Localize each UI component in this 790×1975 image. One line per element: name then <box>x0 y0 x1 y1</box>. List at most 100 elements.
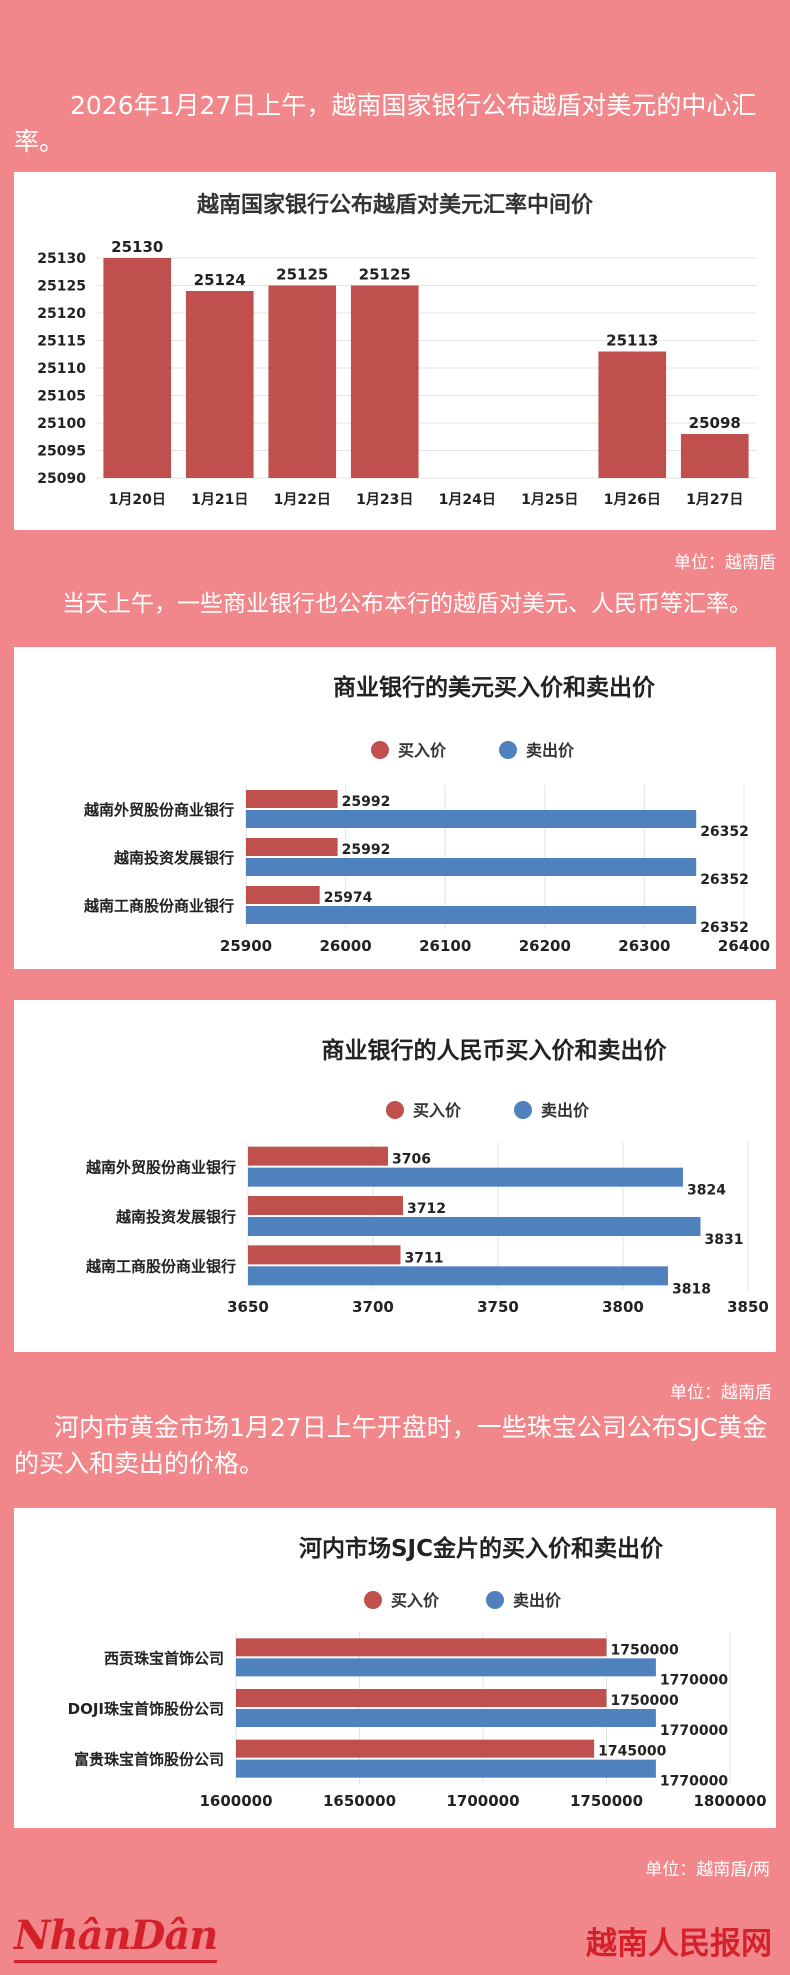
data-label: 25974 <box>324 890 373 906</box>
chart-title: 商业银行的美元买入价和卖出价 <box>333 674 656 701</box>
x-tick-label: 26300 <box>618 937 670 955</box>
buy-bar <box>236 1739 595 1758</box>
usd-rate-chart: 商业银行的美元买入价和卖出价买入价 卖出价 25900 26000 26100 26200… <box>14 647 776 969</box>
legend-marker <box>514 1101 532 1119</box>
x-tick-label: 1月25日 <box>521 492 578 508</box>
x-tick-label: 26400 <box>718 937 770 955</box>
buy-bar <box>236 1638 607 1657</box>
nhandan-logo: NhânDân <box>14 1912 218 1963</box>
x-tick-label: 3700 <box>352 1298 394 1316</box>
category-label: DOJI珠宝首饰股份公司 <box>68 1700 224 1718</box>
x-tick-label: 1月20日 <box>109 492 166 508</box>
central-rate-chart-svg: 越南国家银行公布越盾对美元汇率中间价 25130 25125 25120 25115 25… <box>37 192 756 508</box>
x-tick-label: 3650 <box>227 1298 269 1316</box>
unit-label-2: 单位：越南盾 <box>670 1383 772 1403</box>
category-label: 越南外贸股份商业银行 <box>85 1159 236 1177</box>
intro-paragraph-2: 当天上午，一些商业银行也公布本行的越盾对美元、人民币等汇率。 <box>62 591 752 617</box>
bar <box>268 285 337 478</box>
bar <box>185 291 254 478</box>
bar <box>680 434 749 478</box>
data-label: 25124 <box>194 271 246 289</box>
y-tick-label: 25120 <box>37 306 86 322</box>
sell-bar <box>246 858 697 876</box>
unit-label-1: 单位：越南盾 <box>674 553 776 573</box>
x-tick-label: 1月26日 <box>604 492 661 508</box>
data-label: 3712 <box>407 1201 446 1217</box>
buy-bar <box>236 1689 607 1707</box>
y-tick-label: 25125 <box>37 279 86 295</box>
bar <box>598 351 667 478</box>
category-label: 越南投资发展银行 <box>115 1208 236 1226</box>
legend-label: 卖出价 <box>526 741 575 760</box>
unit-label-3: 单位：越南盾/两 <box>645 1860 770 1880</box>
sell-bar <box>248 1266 668 1286</box>
x-tick-label: 26100 <box>419 937 471 955</box>
data-label: 25125 <box>276 266 328 284</box>
y-tick-label: 25090 <box>37 471 86 487</box>
category-label: 西贡珠宝首饰公司 <box>104 1649 224 1667</box>
x-tick-label: 1月21日 <box>191 492 248 508</box>
x-tick-label: 3850 <box>727 1298 769 1316</box>
chart-title: 越南国家银行公布越盾对美元汇率中间价 <box>196 192 594 218</box>
legend-marker <box>486 1591 504 1609</box>
x-tick-label: 26200 <box>519 937 571 955</box>
cny-rate-chart: 商业银行的人民币买入价和卖出价 买入价 卖出价 3650 3700 3750 3800 385… <box>14 1000 776 1352</box>
legend-marker <box>364 1591 382 1609</box>
data-label: 3824 <box>687 1183 726 1199</box>
y-tick-label: 25095 <box>37 444 86 460</box>
x-tick-label: 3800 <box>602 1298 644 1316</box>
buy-bar <box>246 838 338 856</box>
category-label: 越南外贸股份商业银行 <box>83 801 234 819</box>
central-rate-chart: 越南国家银行公布越盾对美元汇率中间价 25130 25125 25120 25115 25… <box>14 172 776 530</box>
x-tick-label: 1650000 <box>323 1792 396 1810</box>
y-tick-label: 25110 <box>37 361 86 377</box>
data-label: 25992 <box>342 842 391 858</box>
legend-marker <box>386 1101 404 1119</box>
bar <box>350 285 419 478</box>
x-tick-label: 25900 <box>220 937 272 955</box>
data-label: 3818 <box>672 1281 711 1297</box>
legend-label: 买入价 <box>391 1591 440 1610</box>
buy-bar <box>248 1146 388 1166</box>
legend-label: 买入价 <box>413 1101 462 1120</box>
x-tick-label: 1月23日 <box>356 492 413 508</box>
y-tick-label: 25100 <box>37 416 86 432</box>
data-label: 3831 <box>705 1232 744 1248</box>
sell-bar <box>248 1167 683 1187</box>
sell-bar <box>246 906 697 924</box>
x-tick-label: 26000 <box>320 937 372 955</box>
legend-marker <box>499 741 517 759</box>
legend-label: 卖出价 <box>513 1591 562 1610</box>
sell-bar <box>236 1709 656 1727</box>
x-tick-label: 3750 <box>477 1298 519 1316</box>
data-label: 26352 <box>700 872 749 888</box>
data-label: 25113 <box>606 332 658 350</box>
x-tick-label: 1月22日 <box>274 492 331 508</box>
data-label: 1770000 <box>660 1723 728 1739</box>
sell-bar <box>236 1759 656 1778</box>
y-tick-label: 25115 <box>37 334 86 350</box>
gold-price-chart: 河内市场SJC金片的买入价和卖出价 买入价 卖出价 1600000 1650000 170… <box>14 1508 776 1828</box>
legend-label: 买入价 <box>398 741 447 760</box>
x-tick-label: 1750000 <box>570 1792 643 1810</box>
data-label: 1750000 <box>611 1693 679 1709</box>
sell-bar <box>236 1658 656 1677</box>
legend-marker <box>371 741 389 759</box>
category-label: 富贵珠宝首饰股份公司 <box>74 1751 224 1769</box>
x-tick-label: 1800000 <box>693 1792 766 1810</box>
data-label: 1770000 <box>660 1672 728 1688</box>
data-label: 1770000 <box>660 1774 728 1790</box>
category-label: 越南投资发展银行 <box>113 849 234 867</box>
x-tick-label: 1600000 <box>199 1792 272 1810</box>
data-label: 3711 <box>405 1250 444 1266</box>
intro-paragraph-3: 河内市黄金市场1月27日上午开盘时，一些珠宝公司公布SJC黄金的买入和卖出的价格… <box>14 1413 768 1478</box>
x-tick-label: 1月24日 <box>439 492 496 508</box>
x-tick-label: 1700000 <box>446 1792 519 1810</box>
data-label: 25125 <box>359 266 411 284</box>
data-label: 26352 <box>700 920 749 936</box>
data-label: 25098 <box>689 414 741 432</box>
sell-bar <box>246 810 697 828</box>
